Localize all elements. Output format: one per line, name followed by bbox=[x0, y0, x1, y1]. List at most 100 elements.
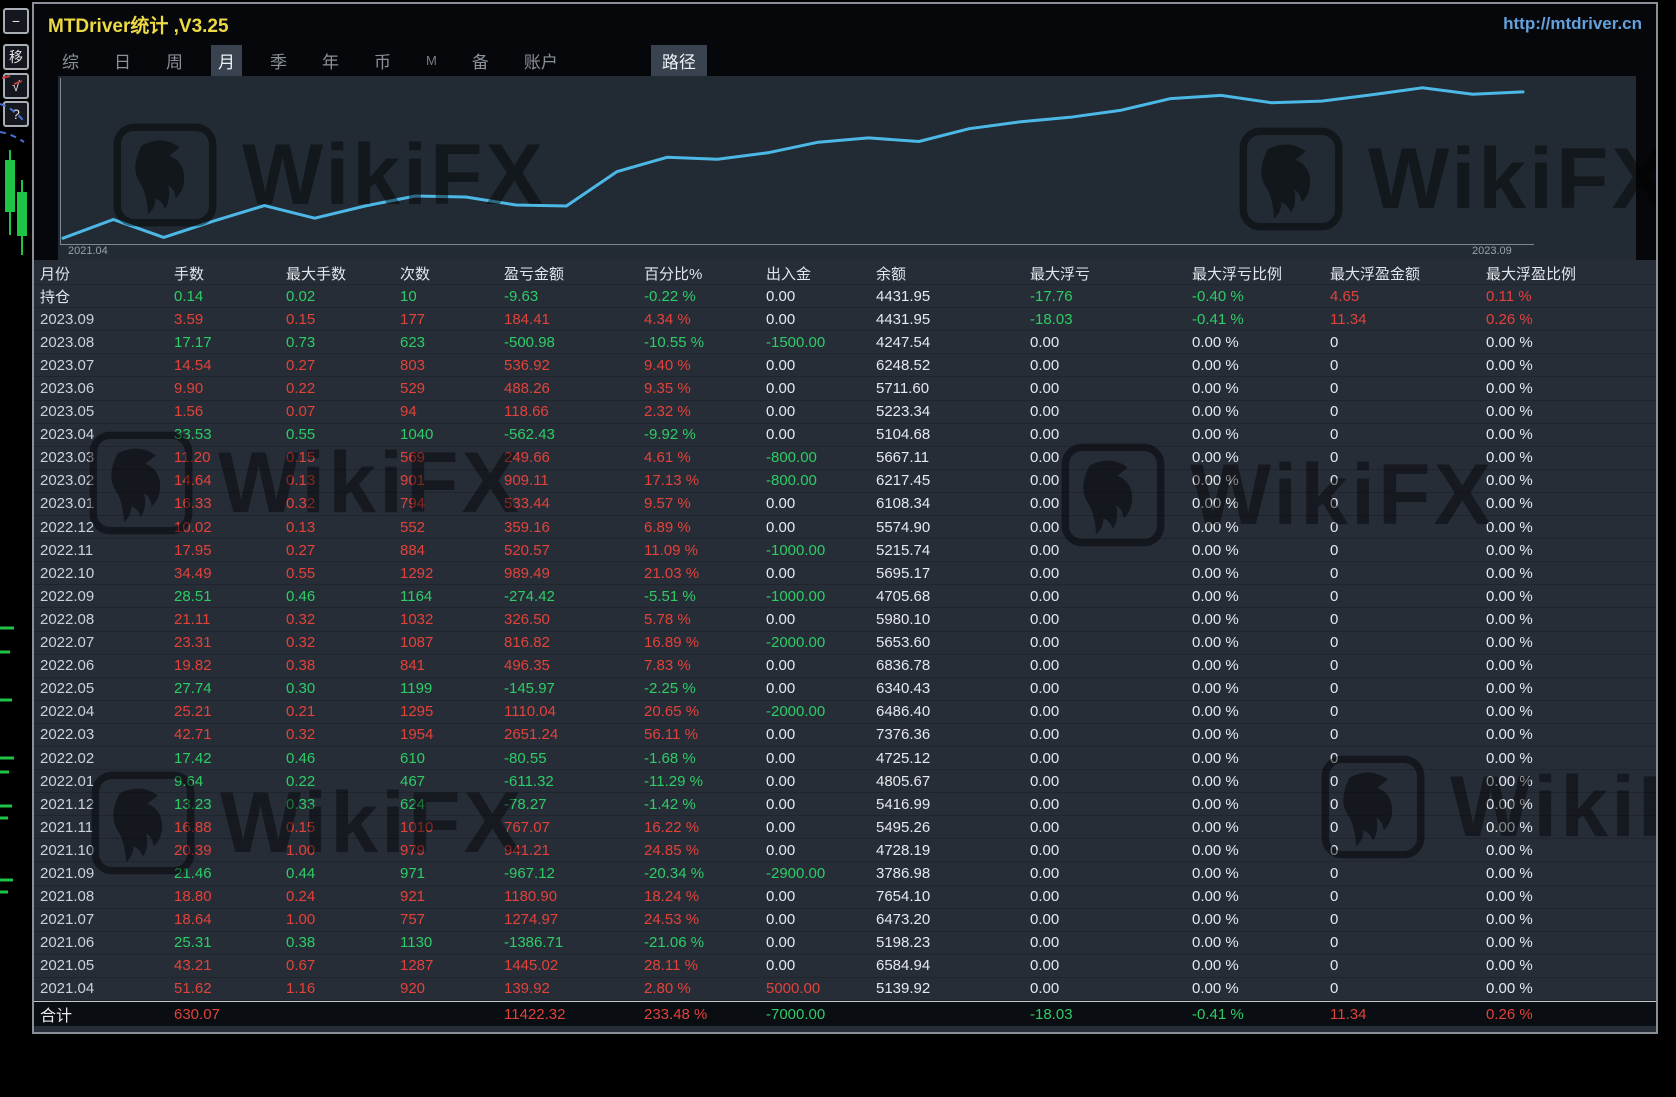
table-cell: 94 bbox=[400, 403, 417, 421]
menu-item-日[interactable]: 日 bbox=[114, 52, 131, 72]
table-cell: 2.32 % bbox=[644, 403, 691, 421]
table-cell: 0.32 bbox=[286, 726, 316, 744]
row-label: 2022.07 bbox=[40, 634, 95, 652]
table-row: 2021.05 43.21 0.67 1287 1445.02 28.11 % 0.00 65… bbox=[34, 955, 1656, 978]
table-cell: 11422.32 bbox=[504, 1005, 566, 1023]
table-cell: 11.20 bbox=[174, 449, 211, 467]
table-cell: 0.00 bbox=[766, 403, 796, 421]
table-cell: 14.54 bbox=[174, 356, 212, 374]
column-header: 余额 bbox=[876, 265, 907, 283]
menu-item-月[interactable]: 月 bbox=[211, 44, 242, 76]
menu-item-综[interactable]: 综 bbox=[62, 52, 79, 72]
table-cell: 18.24 % bbox=[644, 888, 700, 906]
table-cell: 16.88 bbox=[174, 818, 212, 836]
table-cell: 33.53 bbox=[174, 426, 212, 444]
table-cell: 0.00 % bbox=[1192, 934, 1239, 952]
table-cell: 0.00 % bbox=[1486, 518, 1533, 536]
row-label: 合计 bbox=[40, 1008, 73, 1025]
menu-item-币[interactable]: 币 bbox=[374, 52, 391, 72]
table-cell: 5695.17 bbox=[876, 564, 931, 582]
table-cell: 0 bbox=[1330, 657, 1339, 675]
row-label: 2022.08 bbox=[40, 610, 95, 628]
table-cell: 0.00 % bbox=[1486, 864, 1533, 882]
table-cell: 118.66 bbox=[504, 403, 549, 421]
menu-item-备[interactable]: 备 bbox=[471, 52, 489, 72]
table-cell: 5.78 % bbox=[644, 610, 691, 628]
table-cell: 249.66 bbox=[504, 449, 550, 467]
minimize-button[interactable]: − bbox=[3, 8, 29, 34]
table-cell: 13.23 bbox=[174, 795, 212, 813]
table-cell: 0.00 % bbox=[1192, 541, 1239, 559]
table-cell: 5215.74 bbox=[876, 541, 931, 559]
row-label: 2023.06 bbox=[40, 380, 95, 398]
check-button[interactable]: √ bbox=[3, 73, 29, 99]
table-cell: 0.00 bbox=[1030, 403, 1060, 421]
table-cell: -0.40 % bbox=[1192, 287, 1244, 305]
table-cell: 0.00 bbox=[766, 310, 796, 328]
move-button[interactable]: 移 bbox=[3, 44, 29, 70]
title-bar: MTDriver统计 ,V3.25 http://mtdriver.cn bbox=[34, 4, 1656, 44]
table-cell: 0.00 bbox=[766, 841, 796, 859]
table-cell: 0.00 % bbox=[1192, 841, 1239, 859]
table-cell: 0.00 % bbox=[1192, 657, 1239, 675]
table-cell: 359.16 bbox=[504, 518, 550, 536]
table-cell: 0 bbox=[1330, 980, 1339, 998]
table-cell: -2900.00 bbox=[766, 864, 826, 882]
table-cell: 0.00 % bbox=[1192, 726, 1239, 744]
stats-table-area: 月份 手数 最大手数 次数 盈亏金额 百分比% 出入金 余额 最大浮亏 最大浮亏比例 最大浮盈金额 最… bbox=[34, 260, 1656, 1032]
table-row: 2022.12 10.02 0.13 552 359.16 6.89 % 0.00 5574.… bbox=[34, 516, 1656, 540]
table-cell: 0 bbox=[1330, 772, 1339, 790]
table-cell: 0.00 bbox=[766, 726, 796, 744]
table-cell: 1199 bbox=[400, 680, 433, 698]
table-cell: -11.29 % bbox=[644, 772, 703, 790]
table-cell: 1274.97 bbox=[504, 911, 559, 929]
table-cell: 0.22 bbox=[286, 380, 316, 398]
chart-x-axis bbox=[60, 244, 1534, 245]
table-cell: 0.00 % bbox=[1192, 634, 1239, 652]
help-button[interactable]: ? bbox=[3, 101, 29, 127]
menu-item-账户[interactable]: 账户 bbox=[523, 52, 558, 72]
table-cell: 20.65 % bbox=[644, 703, 700, 721]
table-cell: 0 bbox=[1330, 680, 1339, 698]
row-label: 2021.11 bbox=[40, 818, 94, 836]
row-label: 2021.06 bbox=[40, 934, 95, 952]
table-cell: 0.73 bbox=[286, 333, 316, 351]
table-cell: 0.15 bbox=[286, 310, 316, 328]
table-cell: 0 bbox=[1330, 541, 1339, 559]
table-cell: -5.51 % bbox=[644, 587, 696, 605]
table-row: 2022.06 19.82 0.38 841 496.35 7.83 % 0.00 6836.… bbox=[34, 655, 1656, 678]
row-label: 2023.07 bbox=[40, 356, 95, 374]
table-cell: 21.11 bbox=[174, 610, 211, 628]
table-cell: 841 bbox=[400, 657, 426, 675]
table-cell: 794 bbox=[400, 495, 426, 513]
table-cell: 6473.20 bbox=[876, 911, 931, 929]
table-cell: 0.00 % bbox=[1486, 472, 1533, 490]
table-cell: 19.82 bbox=[174, 657, 212, 675]
app-url-link[interactable]: http://mtdriver.cn bbox=[1503, 14, 1642, 33]
table-cell: 0 bbox=[1330, 518, 1339, 536]
table-cell: 34.49 bbox=[174, 564, 212, 582]
table-cell: 0 bbox=[1330, 634, 1339, 652]
table-cell: 569 bbox=[400, 449, 426, 467]
table-cell: 0.00 % bbox=[1486, 726, 1533, 744]
table-cell: 0 bbox=[1330, 333, 1339, 351]
table-cell: 0 bbox=[1330, 749, 1339, 767]
table-cell: 5980.10 bbox=[876, 610, 931, 628]
table-cell: 0 bbox=[1330, 911, 1339, 929]
menu-item-季[interactable]: 季 bbox=[270, 52, 287, 72]
table-cell: 25.31 bbox=[174, 934, 212, 952]
table-cell: 6836.78 bbox=[876, 657, 931, 675]
table-cell: 4.65 bbox=[1330, 287, 1360, 305]
menu-item-path[interactable]: 路径 bbox=[650, 44, 707, 76]
menu-item-M[interactable]: M bbox=[426, 52, 437, 68]
menu-item-周[interactable]: 周 bbox=[166, 52, 183, 72]
table-cell: -1000.00 bbox=[766, 587, 826, 605]
table-cell: 3.59 bbox=[174, 310, 204, 328]
stats-table: 月份 手数 最大手数 次数 盈亏金额 百分比% 出入金 余额 最大浮亏 最大浮亏比例 最大浮盈金额 最… bbox=[34, 262, 1656, 1026]
menu-item-年[interactable]: 年 bbox=[322, 52, 339, 72]
table-cell: 0.46 bbox=[286, 587, 316, 605]
table-cell: 17.95 bbox=[174, 541, 212, 559]
table-cell: 0.00 bbox=[766, 795, 796, 813]
table-cell: 0 bbox=[1330, 403, 1339, 421]
row-label: 2023.03 bbox=[40, 449, 95, 467]
